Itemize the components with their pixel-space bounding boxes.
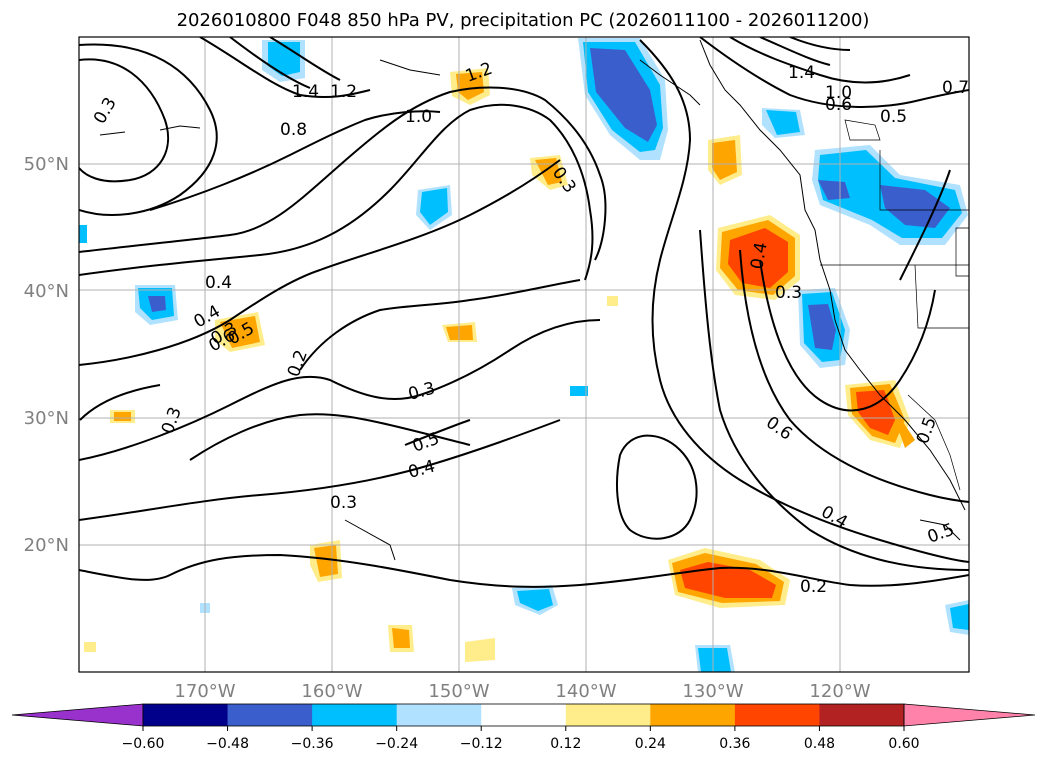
contour-label: 0.4 bbox=[747, 241, 771, 271]
colorbar-swatch bbox=[565, 704, 651, 726]
contour-label: 0.2 bbox=[800, 577, 827, 597]
colorbar-tick-label: −0.60 bbox=[122, 736, 165, 752]
map-area: 0.3 1.4 1.2 0.8 1.0 1.2 0.3 1.4 1.0 0.6 … bbox=[79, 37, 969, 672]
pv-contours bbox=[79, 37, 969, 588]
colorbar-swatch bbox=[396, 704, 482, 726]
lon-label: 150°W bbox=[428, 681, 489, 702]
contour-label: 1.2 bbox=[330, 82, 357, 102]
contour-label: 1.0 bbox=[825, 83, 852, 103]
colorbar-swatch bbox=[734, 704, 820, 726]
lat-label: 40°N bbox=[24, 281, 69, 302]
colorbar-tick-label: 0.12 bbox=[550, 736, 581, 752]
colorbar-tick-label: 0.60 bbox=[888, 736, 919, 752]
colorbar-tick-label: −0.48 bbox=[206, 736, 249, 752]
lat-label: 20°N bbox=[24, 535, 69, 556]
contour-label: 0.6 bbox=[825, 95, 852, 115]
colorbar-swatch bbox=[650, 704, 736, 726]
colorbar: −0.60 −0.48 −0.36 −0.24 −0.12 0.12 0.24 0.36 0.4… bbox=[11, 703, 1036, 752]
lon-label: 160°W bbox=[301, 681, 362, 702]
contour-label: 0.5 bbox=[880, 107, 907, 127]
contour-label: 0.3 bbox=[775, 283, 802, 303]
colorbar-swatch bbox=[143, 704, 229, 726]
figure-title: 2026010800 F048 850 hPa PV, precipitatio… bbox=[177, 10, 870, 31]
colorbar-extend-high bbox=[903, 703, 1036, 727]
colorbar-swatch bbox=[819, 704, 905, 726]
contour-label: 1.4 bbox=[788, 63, 815, 83]
colorbar-tick-label: 0.24 bbox=[635, 736, 666, 752]
colorbar-tick-label: −0.12 bbox=[460, 736, 503, 752]
latitude-labels: 50°N 40°N 30°N 20°N bbox=[24, 154, 69, 556]
contour-label: 0.8 bbox=[280, 120, 307, 140]
precip-shading bbox=[79, 38, 969, 672]
longitude-labels: 170°W 160°W 150°W 140°W 130°W 120°W bbox=[174, 681, 870, 702]
contour-label: 1.4 bbox=[292, 82, 319, 102]
contour-labels: 0.3 1.4 1.2 0.8 1.0 1.2 0.3 1.4 1.0 0.6 … bbox=[90, 59, 969, 597]
colorbar-tick-label: 0.48 bbox=[804, 736, 835, 752]
lon-label: 120°W bbox=[809, 681, 870, 702]
contour-label: 0.3 bbox=[330, 493, 357, 513]
lon-label: 170°W bbox=[174, 681, 235, 702]
colorbar-extend-low bbox=[11, 703, 144, 727]
colorbar-swatch bbox=[481, 704, 567, 726]
lat-label: 50°N bbox=[24, 154, 69, 175]
colorbar-swatch bbox=[312, 704, 398, 726]
colorbar-swatch bbox=[227, 704, 313, 726]
contour-label: 0.7 bbox=[942, 78, 969, 98]
map-frame bbox=[78, 36, 970, 673]
lon-label: 130°W bbox=[682, 681, 743, 702]
contour-label: 1.0 bbox=[405, 107, 432, 127]
contour-label: 0.4 bbox=[205, 273, 232, 293]
colorbar-tick-label: 0.36 bbox=[719, 736, 750, 752]
lat-label: 30°N bbox=[24, 408, 69, 429]
colorbar-tick-label: −0.24 bbox=[375, 736, 418, 752]
colorbar-frame bbox=[142, 703, 905, 727]
lon-label: 140°W bbox=[555, 681, 616, 702]
colorbar-tick-label: −0.36 bbox=[291, 736, 334, 752]
